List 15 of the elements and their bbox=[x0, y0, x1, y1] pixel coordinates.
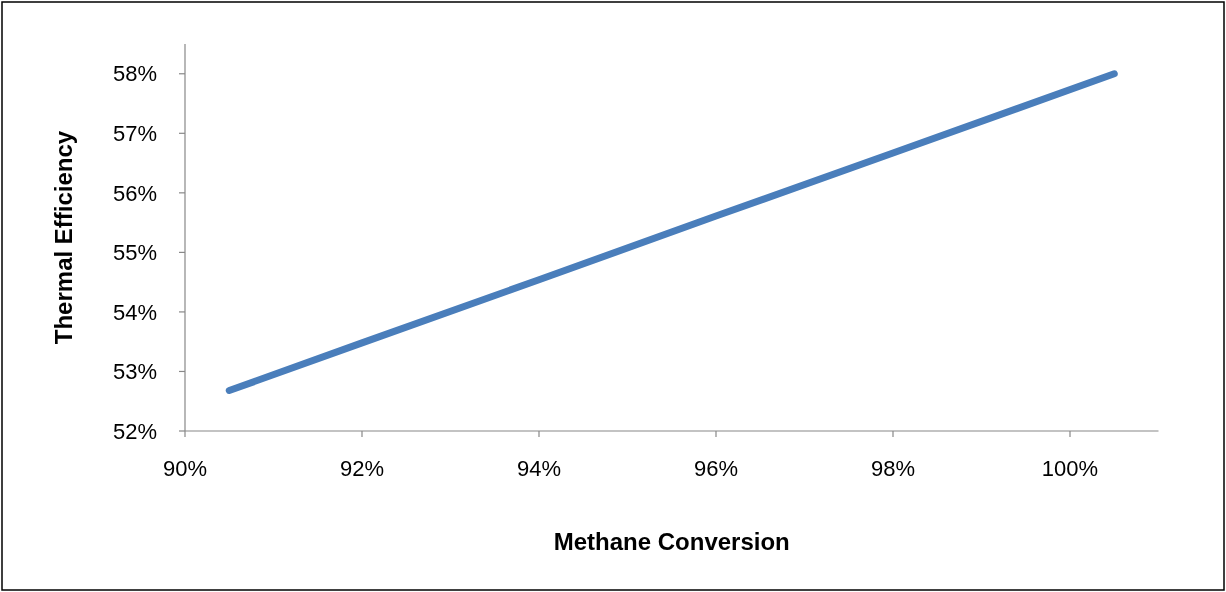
y-tick-label: 57% bbox=[112, 121, 157, 147]
x-tick-label: 90% bbox=[162, 456, 208, 481]
y-axis-title: Thermal Efficiency bbox=[50, 130, 77, 345]
x-tick-label: 96% bbox=[693, 456, 739, 481]
x-tick-label: 100% bbox=[1041, 456, 1099, 481]
y-tick-label: 58% bbox=[112, 61, 157, 87]
y-tick-label: 52% bbox=[112, 418, 157, 444]
x-tick-label: 98% bbox=[870, 456, 916, 481]
y-tick-label: 55% bbox=[112, 240, 157, 266]
x-tick-label: 94% bbox=[516, 456, 562, 481]
y-tick-label: 53% bbox=[112, 359, 157, 385]
y-tick-label: 54% bbox=[112, 299, 157, 325]
y-tick-label: 56% bbox=[112, 180, 157, 206]
x-axis-title: Methane Conversion bbox=[553, 528, 790, 555]
x-tick-label: 92% bbox=[339, 456, 385, 481]
